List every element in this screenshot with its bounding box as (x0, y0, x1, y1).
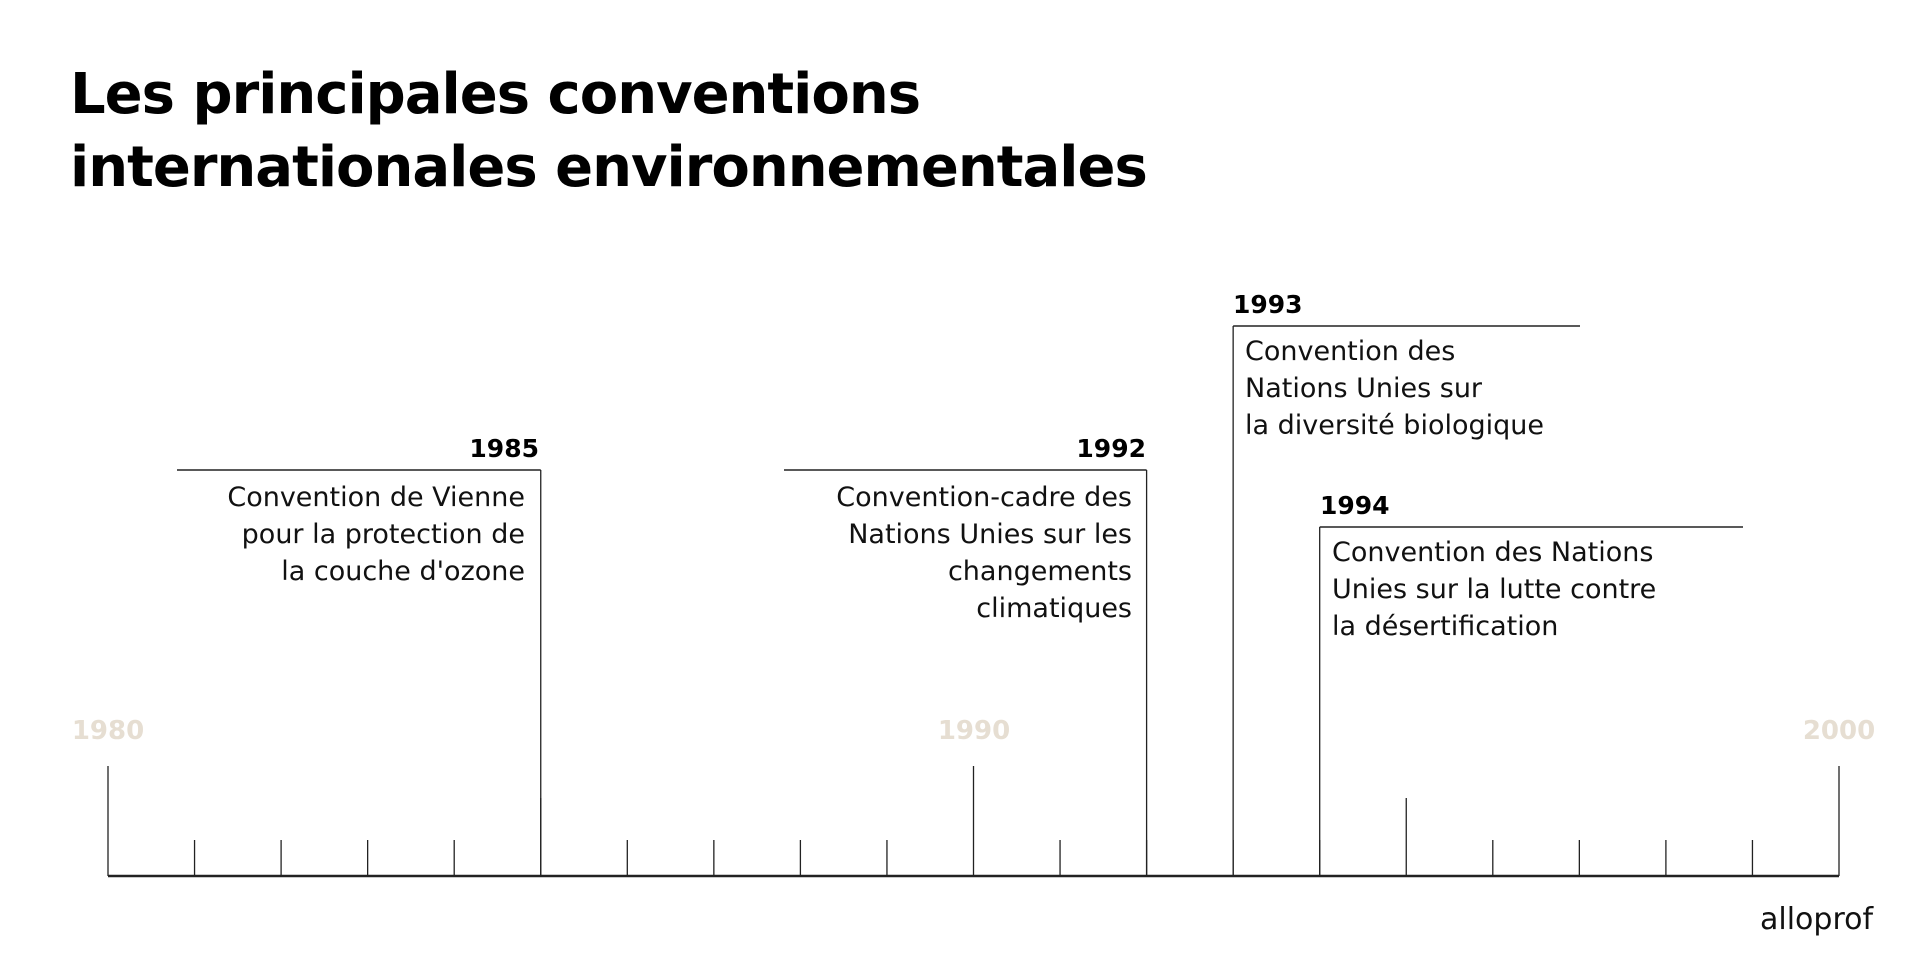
text-line: Convention des Nations (1332, 537, 1654, 568)
event-1985-year: 1985 (469, 434, 539, 463)
text-line: Nations Unies sur les (848, 519, 1132, 550)
event-1985-text: Convention de Vienne pour la protection … (227, 479, 525, 590)
axis-label-2000: 2000 (1802, 716, 1876, 746)
text-line: changements (947, 556, 1132, 587)
event-1994-year: 1994 (1320, 491, 1390, 520)
title-line-2: internationales environnementales (70, 135, 1148, 200)
text-line: Convention de Vienne (227, 482, 525, 513)
axis-label-1990: 1990 (937, 716, 1011, 746)
event-1994-text: Convention des Nations Unies sur la lutt… (1332, 534, 1656, 645)
event-1992-text: Convention-cadre des Nations Unies sur l… (836, 479, 1132, 627)
page-title: Les principales conventions internationa… (70, 58, 1148, 204)
text-line: Convention-cadre des (836, 482, 1132, 513)
text-line: Convention des (1245, 336, 1456, 367)
title-line-1: Les principales conventions (70, 62, 921, 127)
text-line: la diversité biologique (1245, 410, 1544, 441)
text-line: pour la protection de (241, 519, 525, 550)
text-line: la désertification (1332, 611, 1559, 642)
alloprof-logo: alloprof (1760, 902, 1874, 937)
text-line: climatiques (976, 593, 1132, 624)
event-1993-year: 1993 (1233, 290, 1303, 319)
event-1993-text: Convention des Nations Unies sur la dive… (1245, 333, 1544, 444)
event-1992-year: 1992 (1076, 434, 1146, 463)
axis-label-1980: 1980 (71, 716, 145, 746)
text-line: Nations Unies sur (1245, 373, 1483, 404)
text-line: Unies sur la lutte contre (1332, 574, 1657, 605)
text-line: la couche d'ozone (281, 556, 525, 587)
